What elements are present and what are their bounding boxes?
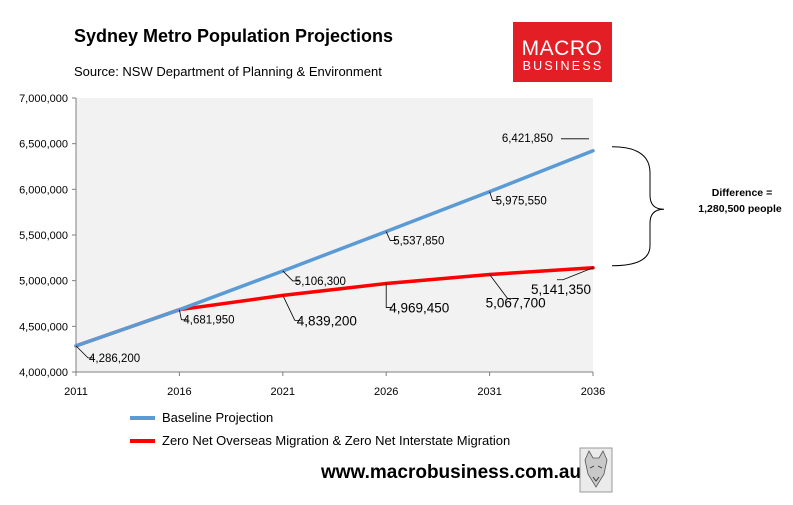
y-tick-label: 5,000,000 [19,276,68,288]
data-label-leader [385,283,393,308]
macrobusiness-logo: MACRO BUSINESS [513,22,612,82]
data-label-leader [179,309,188,321]
y-tick-label: 6,500,000 [19,139,68,151]
logo-background [513,22,612,82]
y-tick-label: 5,500,000 [19,230,68,242]
data-label: 5,106,300 [295,276,346,288]
chart-title: Sydney Metro Population Projections [74,26,393,46]
legend-label-baseline: Baseline Projection [162,410,273,425]
legend: Baseline Projection Zero Net Overseas Mi… [130,410,510,448]
data-label-leader [489,274,514,299]
data-label: 5,067,700 [486,295,546,310]
difference-brace [611,146,665,267]
data-label: 4,286,200 [89,353,140,365]
x-tick-label: 2011 [64,386,88,398]
y-tick-label: 6,000,000 [19,184,68,196]
legend-label-zero-migration: Zero Net Overseas Migration & Zero Net I… [162,433,510,448]
data-label-leader [385,231,397,241]
data-label-leader [489,191,499,201]
data-label-leader [282,270,299,282]
series-line-baseline [74,149,595,348]
data-label: 6,421,850 [502,133,553,145]
data-label-leader [557,267,594,281]
difference-label-line2: 1,280,500 people [698,203,782,215]
data-label: 5,537,850 [393,236,444,248]
y-tick-label: 7,000,000 [19,93,68,105]
data-labels: 4,286,200 4,681,950 4,839,200 4,969,450 5,06… [75,133,594,365]
logo-text-macro: MACRO [522,37,603,60]
website-url: www.macrobusiness.com.au [320,462,581,483]
data-label-leader [282,295,301,321]
x-tick-label: 2021 [271,386,295,398]
y-tick-label: 4,000,000 [19,367,68,379]
x-tick-label: 2031 [477,386,501,398]
difference-label-line1: Difference = [712,187,772,199]
y-axis-ticks: 4,000,000 4,500,000 5,000,000 5,500,000 6,00… [19,93,76,379]
wolf-logo-icon [579,447,613,493]
x-tick-label: 2026 [374,386,398,398]
data-label: 5,141,350 [531,282,591,297]
series-lines [74,149,595,348]
plot-area [76,98,593,372]
chart-subtitle: Source: NSW Department of Planning & Env… [74,64,382,79]
data-label: 4,969,450 [389,300,449,315]
data-label: 5,975,550 [496,196,547,208]
logo-text-business: BUSINESS [523,59,604,73]
data-label: 4,681,950 [183,315,234,327]
y-tick-label: 4,500,000 [19,321,68,333]
data-label-leader [75,345,94,359]
data-label: 4,839,200 [297,313,357,328]
x-tick-label: 2016 [167,386,191,398]
x-axis-ticks: 2011 2016 2021 2026 2031 2036 [64,372,605,398]
x-tick-label: 2036 [581,386,605,398]
difference-annotation: Difference = 1,280,500 people [611,146,782,267]
